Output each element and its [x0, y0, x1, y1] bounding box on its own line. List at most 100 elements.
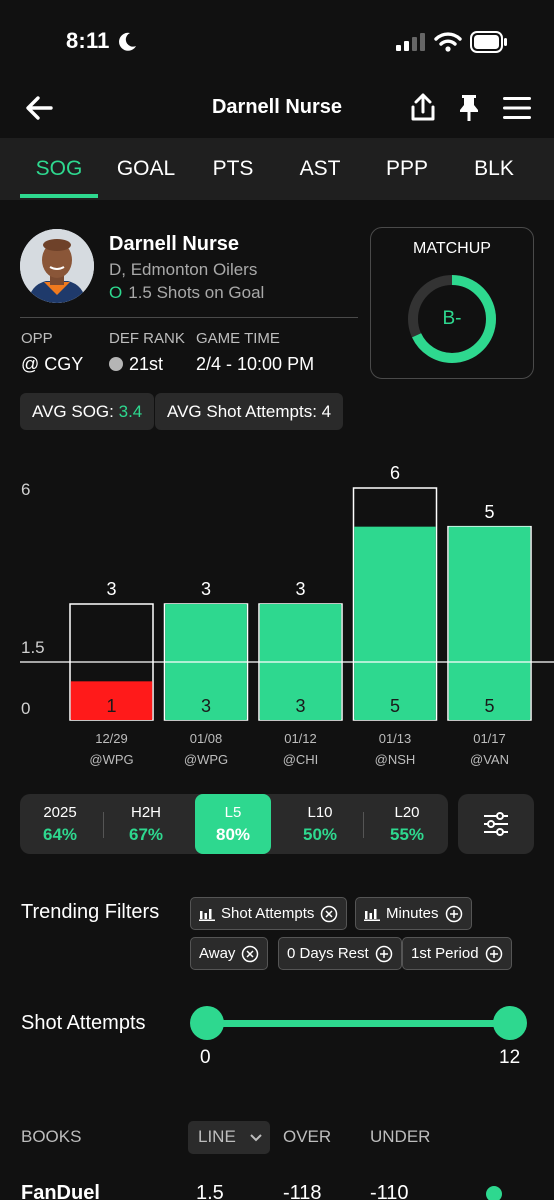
- chip-label: 1st Period: [411, 945, 479, 962]
- chip-label: 0 Days Rest: [287, 945, 369, 962]
- share-icon[interactable]: [410, 92, 436, 122]
- y-tick-6: 6: [21, 480, 31, 499]
- avg-sog-value: 3.4: [118, 402, 143, 421]
- bar-value-label: 5: [484, 696, 495, 716]
- chip-label: Away: [199, 945, 236, 962]
- tab-ppp[interactable]: PPP: [385, 157, 429, 180]
- avg-sog-label: AVG SOG:: [32, 402, 114, 421]
- bar-fill[interactable]: [70, 681, 153, 720]
- tab-blk[interactable]: BLK: [474, 157, 514, 180]
- range-slider-max-handle[interactable]: [493, 1006, 527, 1040]
- shot-attempts-slider-label: Shot Attempts: [21, 1012, 146, 1034]
- pin-icon[interactable]: [457, 93, 481, 123]
- matchup-ring: [408, 275, 496, 363]
- wifi-icon: [434, 32, 462, 52]
- status-time: 8:11: [66, 28, 110, 53]
- sliders-icon: [484, 812, 508, 836]
- stat-tabs: SOG GOAL PTS AST PPP BLK: [0, 138, 554, 200]
- tab-pts[interactable]: PTS: [212, 157, 254, 180]
- bar-chart-icon: [199, 909, 215, 922]
- x-date-label: 01/12: [284, 731, 317, 746]
- bar-total-label: 3: [295, 579, 306, 599]
- book-over[interactable]: -118: [283, 1182, 322, 1200]
- x-date-label: 01/13: [378, 731, 412, 746]
- split-value: 50%: [302, 825, 338, 844]
- remove-icon[interactable]: [320, 905, 338, 923]
- chip-label: Shot Attempts: [221, 905, 315, 922]
- bar-value-label: 3: [295, 696, 306, 716]
- bar-total-label: 5: [484, 501, 495, 522]
- battery-icon: [470, 31, 507, 53]
- y-tick-0: 0: [21, 699, 31, 718]
- def-rank-label: DEF RANK: [109, 330, 185, 347]
- bar-value-label: 5: [389, 696, 400, 716]
- split-l10[interactable]: L10 50%: [284, 794, 356, 854]
- x-opponent-label: @WPG: [89, 752, 134, 767]
- split-label: L20: [394, 804, 420, 821]
- bar-total-label: 6: [389, 463, 400, 483]
- remove-icon[interactable]: [241, 945, 259, 963]
- tab-goal[interactable]: GOAL: [116, 157, 176, 180]
- split-l20[interactable]: L20 55%: [371, 794, 443, 854]
- chip-minutes[interactable]: Minutes: [355, 897, 472, 930]
- chip-1st-period[interactable]: 1st Period: [402, 937, 512, 970]
- menu-icon[interactable]: [502, 95, 532, 121]
- x-date-label: 12/29: [95, 731, 128, 746]
- split-h2h[interactable]: H2H 67%: [110, 794, 182, 854]
- book-under[interactable]: -110: [370, 1182, 409, 1200]
- active-tab-indicator: [20, 194, 98, 198]
- back-arrow-icon[interactable]: [24, 95, 54, 121]
- split-value: 64%: [42, 825, 78, 844]
- bar-value-label: 1: [106, 696, 117, 716]
- x-opponent-label: @VAN: [470, 752, 509, 767]
- range-slider-track[interactable]: [207, 1020, 510, 1027]
- line-header: LINE: [198, 1127, 236, 1146]
- player-avatar: [20, 229, 94, 303]
- bar-total-label: 3: [106, 579, 117, 599]
- filter-settings-button[interactable]: [458, 794, 534, 854]
- range-max-value: 12: [499, 1047, 521, 1068]
- hit-rate-splits: 2025 64% H2H 67% L5 80% L10 50% L20 55%: [20, 794, 448, 854]
- x-opponent-label: @CHI: [282, 752, 319, 767]
- player-prop-line: O 1.5 Shots on Goal: [109, 283, 264, 303]
- bar-total-label: 3: [200, 579, 211, 599]
- chip-label: Minutes: [386, 905, 439, 922]
- prop-line-text: 1.5 Shots on Goal: [128, 283, 265, 302]
- range-min-value: 0: [200, 1047, 211, 1068]
- trending-filters-label: Trending Filters: [21, 901, 160, 923]
- divider: [20, 317, 358, 318]
- split-l5[interactable]: L5 80%: [195, 794, 271, 854]
- tab-ast[interactable]: AST: [299, 157, 341, 180]
- split-divider: [363, 812, 364, 838]
- add-icon[interactable]: [375, 945, 393, 963]
- add-icon[interactable]: [485, 945, 503, 963]
- chip-away[interactable]: Away: [190, 937, 269, 970]
- add-icon[interactable]: [445, 905, 463, 923]
- signal-icon: [396, 33, 425, 51]
- range-slider-min-handle[interactable]: [190, 1006, 224, 1040]
- matchup-title: MATCHUP: [413, 240, 491, 257]
- chip-shot-attempts[interactable]: Shot Attempts: [190, 897, 348, 930]
- player-name: Darnell Nurse: [109, 233, 240, 255]
- player-team: D, Edmonton Oilers: [109, 260, 258, 279]
- bar-fill[interactable]: [354, 526, 436, 720]
- avg-attempts-pill: AVG Shot Attempts: 4: [155, 393, 344, 430]
- matchup-card[interactable]: MATCHUP B-: [370, 227, 534, 379]
- split-value: 55%: [389, 825, 425, 844]
- page-title: Darnell Nurse: [211, 96, 343, 118]
- split-2025[interactable]: 2025 64%: [24, 794, 96, 854]
- line-dropdown[interactable]: LINE: [188, 1121, 270, 1154]
- split-label: L5: [224, 804, 242, 821]
- split-value: 80%: [215, 825, 251, 844]
- book-line: 1.5: [196, 1182, 224, 1200]
- y-tick-1-5: 1.5: [21, 638, 45, 657]
- bar-fill[interactable]: [448, 526, 531, 720]
- opp-label: OPP: [21, 330, 53, 347]
- tab-sog[interactable]: SOG: [35, 157, 83, 180]
- avg-sog-pill: AVG SOG: 3.4: [20, 393, 155, 430]
- split-value: 67%: [128, 825, 164, 844]
- over-marker: O: [109, 283, 123, 302]
- def-rank-value: 21st: [109, 354, 163, 375]
- bar-chart-icon: [364, 909, 380, 922]
- chip-days-rest[interactable]: 0 Days Rest: [278, 937, 402, 970]
